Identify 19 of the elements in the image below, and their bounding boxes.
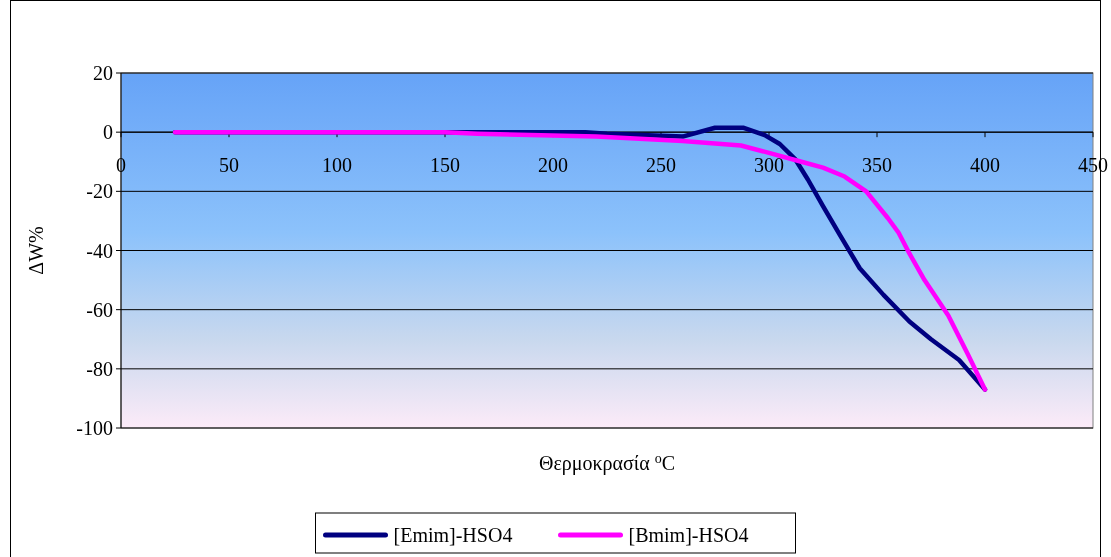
y-tick-label: -20: [86, 180, 113, 203]
y-tick-label: -80: [86, 357, 113, 380]
legend-label: [Emim]-HSO4: [393, 524, 513, 546]
x-tick-label: 400: [970, 154, 1000, 177]
legend-label: [Bmim]-HSO4: [628, 524, 749, 546]
y-tick-label: 20: [93, 62, 113, 84]
y-tick-label: -60: [86, 298, 113, 321]
x-tick-label: 50: [219, 154, 239, 177]
x-tick-label: 100: [322, 154, 352, 177]
y-tick-label: -100: [76, 417, 113, 439]
y-axis-title: ΔW%: [25, 226, 47, 275]
x-tick-label: 150: [430, 154, 460, 177]
y-tick-label: -40: [86, 239, 113, 262]
x-tick-label: 350: [862, 154, 892, 177]
x-axis-title: Θερμοκρασία $^{o}$C: [538, 450, 676, 475]
y-tick-label: 0: [103, 121, 113, 144]
x-tick-label: 300: [754, 154, 784, 177]
x-tick-label: 250: [646, 154, 676, 177]
x-tick-label: 200: [538, 154, 568, 177]
